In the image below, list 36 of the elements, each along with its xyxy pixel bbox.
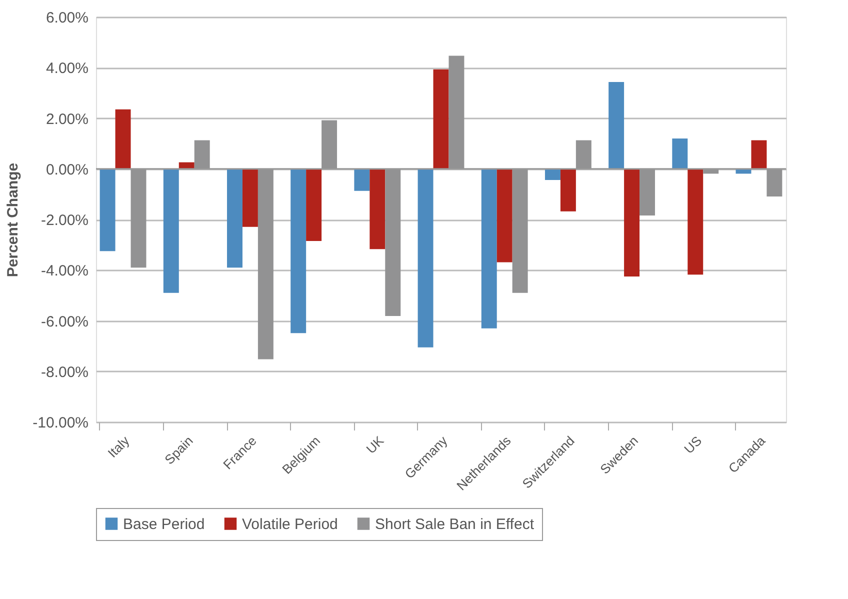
bar	[115, 109, 131, 169]
bar	[433, 69, 449, 169]
bar	[688, 168, 704, 275]
bar	[496, 168, 512, 262]
bar	[227, 168, 242, 268]
y-tick-label: -6.00%	[40, 313, 88, 330]
bar	[242, 168, 258, 227]
bar	[100, 168, 116, 252]
legend-label: Short Sale Ban in Effect	[375, 516, 535, 533]
bar	[560, 168, 576, 212]
legend-label: Base Period	[123, 516, 205, 533]
bar	[163, 168, 179, 293]
bar	[672, 138, 688, 169]
legend-label: Volatile Period	[242, 516, 338, 533]
bar	[751, 140, 767, 169]
y-tick-label: -2.00%	[40, 212, 88, 229]
bar	[624, 168, 640, 276]
y-tick-label: -10.00%	[32, 414, 88, 432]
y-tick-label: -8.00%	[40, 364, 88, 381]
x-tick-label: Italy	[104, 432, 133, 461]
y-tick-label: 2.00%	[46, 110, 88, 128]
bar	[608, 82, 624, 169]
bar	[306, 168, 322, 242]
y-axis-title: Percent Change	[4, 162, 22, 278]
bar	[290, 168, 306, 334]
x-tick-label: US	[681, 432, 705, 456]
bar	[544, 168, 560, 180]
x-tick-label: UK	[363, 432, 387, 456]
y-tick-label: 6.00%	[46, 10, 88, 26]
y-tick-label: -4.00%	[40, 262, 88, 280]
bar	[370, 168, 386, 250]
bar	[418, 168, 434, 348]
y-tick-label: 4.00%	[46, 60, 88, 78]
y-tick-label: 0.00%	[46, 161, 88, 178]
bar	[481, 168, 497, 328]
bar	[354, 168, 370, 191]
